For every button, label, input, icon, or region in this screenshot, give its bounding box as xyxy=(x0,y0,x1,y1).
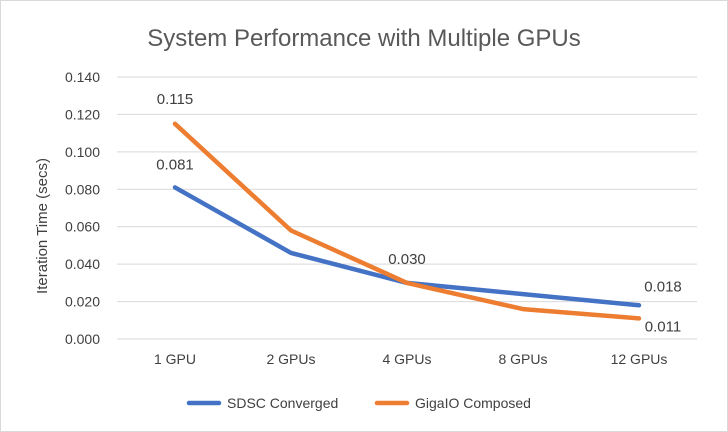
legend-label: GigaIO Composed xyxy=(415,395,531,411)
x-tick-label: 12 GPUs xyxy=(611,351,668,367)
data-label: 0.081 xyxy=(156,156,194,173)
y-tick-label: 0.020 xyxy=(65,294,100,310)
series-line-1 xyxy=(172,185,642,308)
y-axis-ticks: 0.000 0.020 0.040 0.060 0.080 0.100 0.120 0.140 xyxy=(65,69,100,347)
x-axis-ticks: 1 GPU 2 GPUs 4 GPUs 8 GPUs 12 GPUs xyxy=(154,351,667,367)
x-tick-label: 8 GPUs xyxy=(498,351,547,367)
data-labels: 0.081 0.018 0.115 0.030 0.011 xyxy=(156,91,682,336)
series-lines xyxy=(172,121,642,321)
data-label: 0.030 xyxy=(388,251,426,268)
x-tick-label: 4 GPUs xyxy=(382,351,431,367)
legend: SDSC Converged GigaIO Composed xyxy=(186,395,531,411)
x-tick-label: 1 GPU xyxy=(154,351,196,367)
y-tick-label: 0.000 xyxy=(65,331,100,347)
chart-title: System Performance with Multiple GPUs xyxy=(147,25,580,52)
data-label: 0.115 xyxy=(157,91,193,108)
legend-label: SDSC Converged xyxy=(227,395,338,411)
y-tick-label: 0.040 xyxy=(65,256,100,272)
data-label: 0.018 xyxy=(644,278,682,295)
gridlines xyxy=(117,76,697,340)
y-tick-label: 0.140 xyxy=(65,69,100,85)
x-tick-label: 2 GPUs xyxy=(266,351,315,367)
y-tick-label: 0.120 xyxy=(65,106,100,122)
y-tick-label: 0.080 xyxy=(65,181,100,197)
y-tick-label: 0.100 xyxy=(65,144,100,160)
y-axis-title: Iteration Time (secs) xyxy=(34,158,51,294)
y-tick-label: 0.060 xyxy=(65,219,100,235)
series-line-2 xyxy=(172,121,642,321)
data-label: 0.011 xyxy=(645,318,681,335)
